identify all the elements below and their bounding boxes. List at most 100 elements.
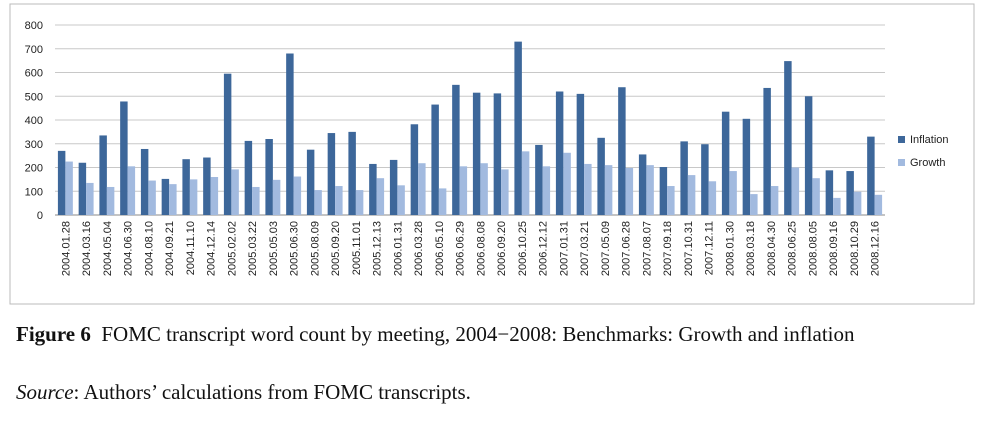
- bar: [638, 154, 647, 215]
- bar: [161, 178, 170, 215]
- y-tick-label: 200: [25, 163, 43, 175]
- bar: [99, 135, 107, 215]
- bar: [397, 185, 405, 215]
- bar: [438, 188, 447, 215]
- bar: [327, 133, 336, 215]
- bar: [140, 148, 149, 215]
- x-tick-label: 2008.09.16: [828, 221, 840, 276]
- bar: [376, 178, 385, 215]
- source-label: Source: [16, 380, 74, 404]
- x-tick-label: 2004.05.04: [102, 221, 114, 276]
- x-tick-label: 2008.08.05: [807, 221, 819, 276]
- legend-label: Inflation: [910, 134, 949, 146]
- source: Source: Authors’ calculations from FOMC …: [16, 380, 471, 405]
- bar: [369, 163, 377, 215]
- bar: [189, 179, 198, 215]
- x-tick-label: 2008.03.18: [745, 221, 757, 276]
- bar: [514, 41, 522, 215]
- bar: [418, 163, 426, 215]
- y-tick-label: 0: [37, 210, 43, 222]
- x-tick-label: 2007.12.11: [704, 221, 716, 275]
- x-tick-label: 2004.08.10: [143, 221, 155, 276]
- bar: [791, 167, 800, 215]
- bar: [78, 162, 87, 215]
- bar: [701, 144, 709, 215]
- bar: [833, 197, 841, 215]
- x-tick-label: 2004.11.10: [185, 221, 197, 275]
- bar: [867, 136, 875, 215]
- legend-swatch: [898, 136, 905, 143]
- x-tick-label: 2008.12.16: [870, 221, 882, 276]
- y-tick-label: 500: [25, 91, 43, 103]
- y-tick-label: 800: [25, 20, 43, 32]
- bar: [729, 171, 737, 215]
- x-tick-label: 2004.12.14: [206, 221, 218, 276]
- x-tick-label: 2004.09.21: [164, 221, 176, 276]
- bar: [604, 165, 613, 215]
- x-tick-label: 2007.08.07: [641, 221, 653, 276]
- bar: [286, 53, 294, 215]
- x-tick-label: 2005.03.22: [247, 221, 259, 276]
- bar: [618, 87, 626, 215]
- bar: [244, 140, 253, 215]
- bar: [169, 184, 177, 215]
- bar: [763, 87, 771, 215]
- x-tick-label: 2007.10.31: [683, 221, 695, 276]
- bar: [480, 163, 488, 215]
- bar: [389, 159, 398, 215]
- bar: [355, 190, 364, 215]
- x-tick-label: 2005.06.30: [289, 221, 301, 276]
- x-tick-label: 2006.08.08: [475, 221, 487, 276]
- x-tick-label: 2004.06.30: [123, 221, 135, 276]
- bar: [293, 176, 302, 215]
- x-tick-label: 2006.10.25: [517, 221, 529, 276]
- bar: [874, 194, 883, 215]
- bar: [182, 159, 190, 215]
- bar: [306, 149, 315, 215]
- x-tick-label: 2006.09.20: [496, 221, 508, 276]
- bar: [563, 152, 571, 215]
- bar: [584, 163, 592, 215]
- x-tick-label: 2008.10.29: [849, 221, 861, 276]
- bar: [625, 167, 634, 215]
- bar: [597, 137, 605, 215]
- bar: [680, 141, 688, 215]
- y-tick-label: 100: [25, 186, 43, 198]
- x-tick-label: 2008.01.30: [724, 221, 736, 276]
- bar: [687, 175, 696, 215]
- bar: [721, 111, 730, 215]
- bar: [501, 169, 509, 215]
- bar: [542, 166, 551, 215]
- bar: [708, 181, 717, 215]
- bar: [223, 73, 232, 215]
- x-tick-label: 2007.05.09: [600, 221, 612, 276]
- bar: [659, 167, 668, 215]
- bar: [742, 118, 751, 215]
- chart: 0 100 200 300 400 500 600 700 800 2004.01.28 2004.…: [9, 3, 975, 305]
- bar: [65, 161, 73, 215]
- caption: Figure 6 FOMC transcript word count by m…: [16, 322, 966, 347]
- bar: [784, 61, 792, 215]
- bar: [452, 84, 460, 215]
- x-tick-label: 2004.01.28: [60, 221, 72, 276]
- chart-frame: [9, 3, 975, 305]
- bar: [231, 169, 239, 215]
- y-tick-label: 700: [25, 44, 43, 56]
- x-tick-label: 2008.06.25: [787, 221, 799, 276]
- legend-swatch: [898, 159, 905, 166]
- x-tick-label: 2006.12.12: [538, 221, 550, 276]
- bar: [812, 178, 820, 215]
- bar: [646, 165, 654, 215]
- x-tick-label: 2005.09.20: [330, 221, 342, 276]
- x-tick-label: 2005.08.09: [309, 221, 321, 276]
- x-tick-label: 2005.02.02: [226, 221, 238, 276]
- caption-text: FOMC transcript word count by meeting, 2…: [101, 322, 855, 346]
- x-tick-label: 2005.05.03: [268, 221, 280, 276]
- bar: [576, 93, 585, 215]
- bar: [252, 186, 260, 215]
- bar: [57, 150, 66, 215]
- x-tick-label: 2006.01.31: [392, 221, 404, 276]
- bar: [314, 190, 322, 215]
- bar: [555, 91, 564, 215]
